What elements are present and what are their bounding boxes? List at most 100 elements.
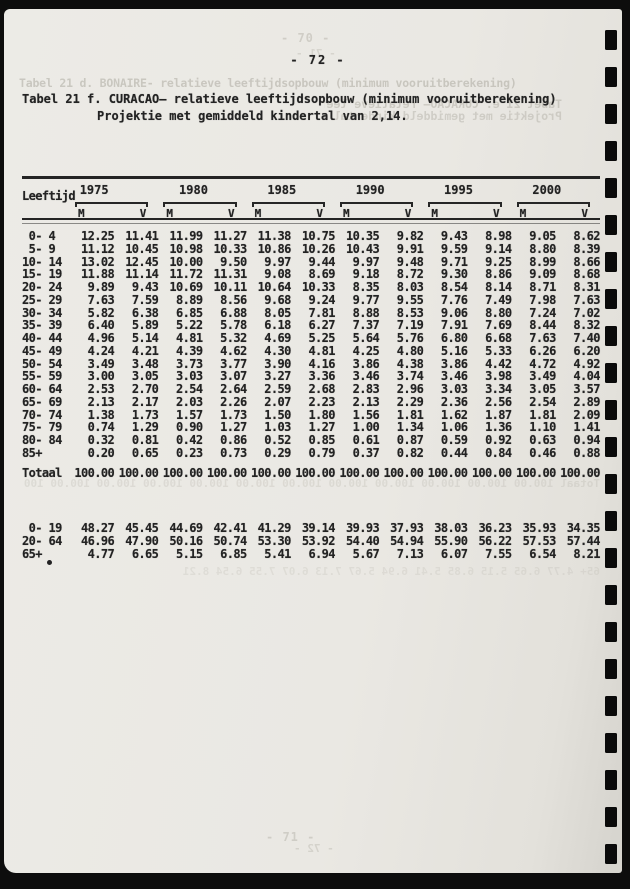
cell-value: 4.24 — [87, 343, 115, 358]
row-label: 25- 29 — [22, 292, 62, 307]
summary-row: 20- 64 46.96 47.90 50.16 50.74 53.30 53.92 54.4… — [22, 535, 600, 548]
binding-hole — [605, 30, 617, 50]
cell-value: 8.71 — [529, 280, 556, 294]
row-label: 15- 19 — [22, 267, 62, 282]
row-label: 0- 4 — [22, 229, 56, 243]
binding-hole — [605, 733, 617, 753]
cell-value: 8.03 — [396, 280, 424, 294]
cell-value: 1.57 — [175, 407, 203, 422]
cell-value: 8.32 — [573, 318, 600, 333]
binding-hole — [605, 437, 617, 457]
cell-value: 6.85 — [220, 547, 247, 561]
table-title: Tabel 21 f. CURACAO— relatieve leeftijds… — [22, 91, 557, 125]
cell-value: 11.31 — [213, 267, 248, 282]
cell-value: 5.14 — [131, 331, 159, 345]
row-label: 45- 49 — [22, 343, 62, 358]
cell-value: 4.04 — [573, 369, 600, 384]
table-row: 10- 14 13.02 12.45 10.00 9.50 9.97 9.44 9.97 9.4… — [22, 254, 600, 269]
table-row: 60- 64 2.53 2.70 2.54 2.64 2.59 2.68 2.83 2.96 3.… — [22, 383, 600, 396]
cell-value: 2.29 — [396, 394, 424, 409]
cell-value: 10.64 — [257, 280, 292, 294]
cell-value: 2.17 — [131, 394, 159, 409]
cell-value: 10.26 — [301, 241, 336, 256]
cell-value: 2.83 — [352, 382, 380, 396]
cell-value: 5.89 — [131, 318, 159, 333]
cell-value: 1.06 — [440, 420, 468, 435]
cell-value: 9.06 — [440, 305, 468, 320]
cell-value: 100.00 — [427, 466, 468, 480]
cell-value: 5.76 — [396, 331, 424, 345]
cell-value: 2.13 — [352, 394, 380, 409]
table-row: 20- 24 9.89 9.43 10.69 10.11 10.64 10.33 8.35 8.… — [22, 281, 600, 294]
cell-value: 5.78 — [220, 318, 247, 333]
cell-value: 2.13 — [87, 394, 115, 409]
cell-value: 3.05 — [131, 369, 159, 384]
cell-value: 2.53 — [87, 382, 115, 396]
year-group: 1990 — [335, 183, 423, 197]
table-row: 50- 54 3.49 3.48 3.73 3.77 3.90 4.16 3.86 4.38 3.… — [22, 356, 600, 371]
table-row: 80- 84 0.32 0.81 0.42 0.86 0.52 0.85 0.61 0.87 0.… — [22, 434, 600, 447]
v-column-label: V — [493, 207, 500, 220]
cell-value: 2.68 — [308, 382, 335, 396]
cell-value: 8.66 — [573, 254, 600, 269]
table-body: 0- 4 12.25 11.41 11.99 11.27 11.38 10.75 10.35 9… — [22, 230, 600, 460]
cell-value: 5.32 — [220, 331, 247, 345]
year-label: 1985 — [267, 183, 297, 197]
cell-value: 1.27 — [308, 420, 335, 435]
row-label: Totaal — [22, 466, 62, 480]
cell-value: 13.02 — [81, 254, 115, 269]
cell-value: 2.03 — [175, 394, 203, 409]
cell-value: 1.56 — [352, 407, 380, 422]
m-column-label: M — [254, 207, 262, 220]
cell-value: 4.38 — [396, 356, 424, 371]
cell-value: 6.94 — [308, 547, 335, 561]
cell-value: 8.31 — [573, 280, 600, 294]
cell-value: 6.20 — [573, 343, 600, 358]
cell-value: 9.43 — [440, 229, 468, 243]
cell-value: 2.56 — [485, 394, 512, 409]
cell-value: 0.90 — [175, 420, 203, 435]
binding-hole — [605, 659, 617, 679]
cell-value: 100.00 — [206, 466, 247, 480]
cell-value: 47.90 — [125, 534, 159, 548]
cell-value: 2.23 — [308, 394, 335, 409]
cell-value: 5.33 — [485, 343, 512, 358]
cell-value: 4.72 — [529, 356, 556, 371]
m-column-label: M — [431, 207, 438, 220]
cell-value: 7.55 — [485, 547, 512, 561]
cell-value: 8.44 — [529, 318, 556, 333]
cell-value: 0.88 — [573, 445, 600, 460]
binding-hole — [605, 585, 617, 605]
cell-value: 100.00 — [560, 466, 600, 480]
cell-value: 7.63 — [529, 331, 556, 345]
cell-value: 0.81 — [131, 433, 159, 447]
cell-value: 9.82 — [396, 229, 424, 243]
cell-value: 6.38 — [131, 305, 159, 320]
cell-value: 4.21 — [131, 343, 159, 358]
cell-value: 0.29 — [264, 445, 291, 460]
cell-value: 56.22 — [478, 534, 512, 548]
cell-value: 2.70 — [131, 382, 159, 396]
cell-value: 0.74 — [87, 420, 115, 435]
table-top-rule — [22, 176, 600, 179]
mv-bracket — [75, 202, 149, 207]
cell-value: 8.14 — [485, 280, 512, 294]
cell-value: 3.98 — [485, 369, 512, 384]
binding-hole — [605, 289, 617, 309]
cell-value: 5.15 — [175, 547, 203, 561]
cell-value: 6.88 — [220, 305, 247, 320]
cell-value: 4.16 — [308, 356, 335, 371]
cell-value: 9.43 — [131, 280, 159, 294]
row-label: 65- 69 — [22, 394, 62, 409]
cell-value: 3.36 — [308, 369, 335, 384]
cell-value: 4.81 — [175, 331, 203, 345]
cell-value: 0.94 — [573, 433, 600, 447]
cell-value: 8.21 — [573, 547, 600, 561]
table-row: 40- 44 4.96 5.14 4.81 5.32 4.69 5.25 5.64 5.76 6.… — [22, 332, 600, 345]
cell-value: 0.92 — [485, 433, 512, 447]
table-row: 15- 19 11.88 11.14 11.72 11.31 9.08 8.69 9.18 8.… — [22, 268, 600, 281]
cell-value: 1.29 — [131, 420, 159, 435]
